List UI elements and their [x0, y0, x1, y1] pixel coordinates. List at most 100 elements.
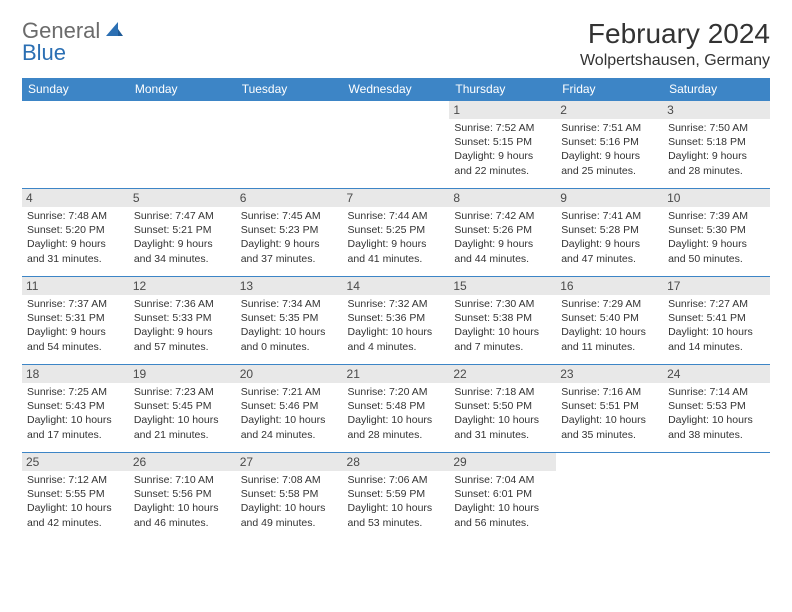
day-detail-line: Sunrise: 7:37 AM [27, 297, 124, 311]
brand-part2-wrap: Blue [22, 40, 66, 66]
calendar-week-row: 25 Sunrise: 7:12 AMSunset: 5:55 PMDayligh… [22, 453, 770, 541]
day-number: 3 [663, 101, 770, 119]
weekday-header: Tuesday [236, 78, 343, 101]
day-detail-line: Sunset: 6:01 PM [454, 487, 551, 501]
day-details: Sunrise: 7:16 AMSunset: 5:51 PMDaylight:… [561, 385, 658, 442]
day-detail-line: Sunrise: 7:50 AM [668, 121, 765, 135]
day-details: Sunrise: 7:50 AMSunset: 5:18 PMDaylight:… [668, 121, 765, 178]
day-detail-line: Daylight: 9 hours and 57 minutes. [134, 325, 231, 353]
day-detail-line: Daylight: 9 hours and 47 minutes. [561, 237, 658, 265]
month-title: February 2024 [580, 18, 770, 50]
day-details: Sunrise: 7:32 AMSunset: 5:36 PMDaylight:… [348, 297, 445, 354]
day-detail-line: Sunset: 5:31 PM [27, 311, 124, 325]
day-details: Sunrise: 7:45 AMSunset: 5:23 PMDaylight:… [241, 209, 338, 266]
weekday-header: Thursday [449, 78, 556, 101]
day-detail-line: Sunset: 5:38 PM [454, 311, 551, 325]
day-detail-line: Sunset: 5:35 PM [241, 311, 338, 325]
day-detail-line: Sunrise: 7:10 AM [134, 473, 231, 487]
calendar-week-row: 11 Sunrise: 7:37 AMSunset: 5:31 PM Dayligh… [22, 277, 770, 365]
day-details: Sunrise: 7:06 AMSunset: 5:59 PMDaylight:… [348, 473, 445, 530]
day-number: 19 [129, 365, 236, 383]
day-details: Sunrise: 7:25 AMSunset: 5:43 PMDaylight:… [27, 385, 124, 442]
location-text: Wolpertshausen, Germany [580, 52, 770, 70]
day-detail-line: Daylight: 10 hours and 46 minutes. [134, 501, 231, 529]
day-detail-line: Sunrise: 7:32 AM [348, 297, 445, 311]
day-number: 29 [449, 453, 556, 471]
day-detail-line: Daylight: 10 hours and 28 minutes. [348, 413, 445, 441]
day-number: 25 [22, 453, 129, 471]
calendar-day-cell: 15Sunrise: 7:30 AMSunset: 5:38 PMDayligh… [449, 277, 556, 365]
day-details: Sunrise: 7:12 AMSunset: 5:55 PMDaylight:… [27, 473, 124, 530]
day-number: 21 [343, 365, 450, 383]
day-detail-line: Daylight: 10 hours and 53 minutes. [348, 501, 445, 529]
day-detail-line: Sunrise: 7:23 AM [134, 385, 231, 399]
day-detail-line: Daylight: 9 hours and 41 minutes. [348, 237, 445, 265]
calendar-empty-cell [129, 101, 236, 189]
day-detail-line: Daylight: 9 hours and 28 minutes. [668, 149, 765, 177]
day-number: 24 [663, 365, 770, 383]
day-detail-line: Daylight: 9 hours and 44 minutes. [454, 237, 551, 265]
day-details: Sunrise: 7:44 AMSunset: 5:25 PMDaylight:… [348, 209, 445, 266]
day-details: Sunrise: 7:23 AMSunset: 5:45 PMDaylight:… [134, 385, 231, 442]
day-number: 4 [22, 189, 129, 207]
calendar-day-cell: 22Sunrise: 7:18 AMSunset: 5:50 PMDayligh… [449, 365, 556, 453]
calendar-day-cell: 25 Sunrise: 7:12 AMSunset: 5:55 PMDayligh… [22, 453, 129, 541]
weekday-header: Monday [129, 78, 236, 101]
calendar-empty-cell [556, 453, 663, 541]
day-detail-line: Sunrise: 7:08 AM [241, 473, 338, 487]
day-detail-line: Sunrise: 7:34 AM [241, 297, 338, 311]
day-number: 14 [343, 277, 450, 295]
calendar-empty-cell [343, 101, 450, 189]
day-detail-line: Sunset: 5:55 PM [27, 487, 124, 501]
calendar-week-row: 18 Sunrise: 7:25 AMSunset: 5:43 PMDayligh… [22, 365, 770, 453]
day-number: 5 [129, 189, 236, 207]
day-detail-line: Sunrise: 7:48 AM [27, 209, 124, 223]
day-detail-line: Sunset: 5:18 PM [668, 135, 765, 149]
header: General February 2024 Wolpertshausen, Ge… [22, 18, 770, 70]
day-detail-line: Sunrise: 7:52 AM [454, 121, 551, 135]
day-detail-line: Sunrise: 7:42 AM [454, 209, 551, 223]
day-number: 9 [556, 189, 663, 207]
day-number: 12 [129, 277, 236, 295]
calendar-day-cell: 8Sunrise: 7:42 AMSunset: 5:26 PMDaylight… [449, 189, 556, 277]
day-number: 28 [343, 453, 450, 471]
day-detail-line: Sunrise: 7:27 AM [668, 297, 765, 311]
day-detail-line: Sunset: 5:28 PM [561, 223, 658, 237]
calendar-day-cell: 10Sunrise: 7:39 AMSunset: 5:30 PMDayligh… [663, 189, 770, 277]
day-detail-line: Sunset: 5:51 PM [561, 399, 658, 413]
day-detail-line: Daylight: 10 hours and 38 minutes. [668, 413, 765, 441]
calendar-day-cell: 23Sunrise: 7:16 AMSunset: 5:51 PMDayligh… [556, 365, 663, 453]
day-detail-line: Daylight: 10 hours and 42 minutes. [27, 501, 124, 529]
calendar-empty-cell [236, 101, 343, 189]
day-detail-line: Sunrise: 7:47 AM [134, 209, 231, 223]
calendar-empty-cell [663, 453, 770, 541]
day-detail-line: Daylight: 9 hours and 50 minutes. [668, 237, 765, 265]
brand-sail-icon [104, 20, 124, 43]
day-detail-line: Sunrise: 7:06 AM [348, 473, 445, 487]
calendar-day-cell: 27Sunrise: 7:08 AMSunset: 5:58 PMDayligh… [236, 453, 343, 541]
day-number: 11 [22, 277, 129, 295]
day-detail-line: Daylight: 10 hours and 14 minutes. [668, 325, 765, 353]
day-detail-line: Daylight: 10 hours and 7 minutes. [454, 325, 551, 353]
day-number: 18 [22, 365, 129, 383]
day-detail-line: Daylight: 10 hours and 11 minutes. [561, 325, 658, 353]
calendar-day-cell: 20Sunrise: 7:21 AMSunset: 5:46 PMDayligh… [236, 365, 343, 453]
day-detail-line: Sunrise: 7:41 AM [561, 209, 658, 223]
day-number: 6 [236, 189, 343, 207]
day-detail-line: Daylight: 10 hours and 0 minutes. [241, 325, 338, 353]
day-detail-line: Sunrise: 7:21 AM [241, 385, 338, 399]
day-detail-line: Daylight: 10 hours and 21 minutes. [134, 413, 231, 441]
day-details: Sunrise: 7:21 AMSunset: 5:46 PMDaylight:… [241, 385, 338, 442]
day-detail-line: Sunset: 5:25 PM [348, 223, 445, 237]
day-detail-line: Sunrise: 7:36 AM [134, 297, 231, 311]
calendar-day-cell: 2Sunrise: 7:51 AMSunset: 5:16 PMDaylight… [556, 101, 663, 189]
weekday-header: Sunday [22, 78, 129, 101]
day-detail-line: Sunset: 5:56 PM [134, 487, 231, 501]
calendar-week-row: 4Sunrise: 7:48 AMSunset: 5:20 PMDaylight… [22, 189, 770, 277]
weekday-header: Wednesday [343, 78, 450, 101]
day-number: 26 [129, 453, 236, 471]
brand-part2: Blue [22, 40, 66, 65]
weekday-header: Friday [556, 78, 663, 101]
calendar-day-cell: 14 Sunrise: 7:32 AMSunset: 5:36 PMDayligh… [343, 277, 450, 365]
day-detail-line: Sunset: 5:48 PM [348, 399, 445, 413]
